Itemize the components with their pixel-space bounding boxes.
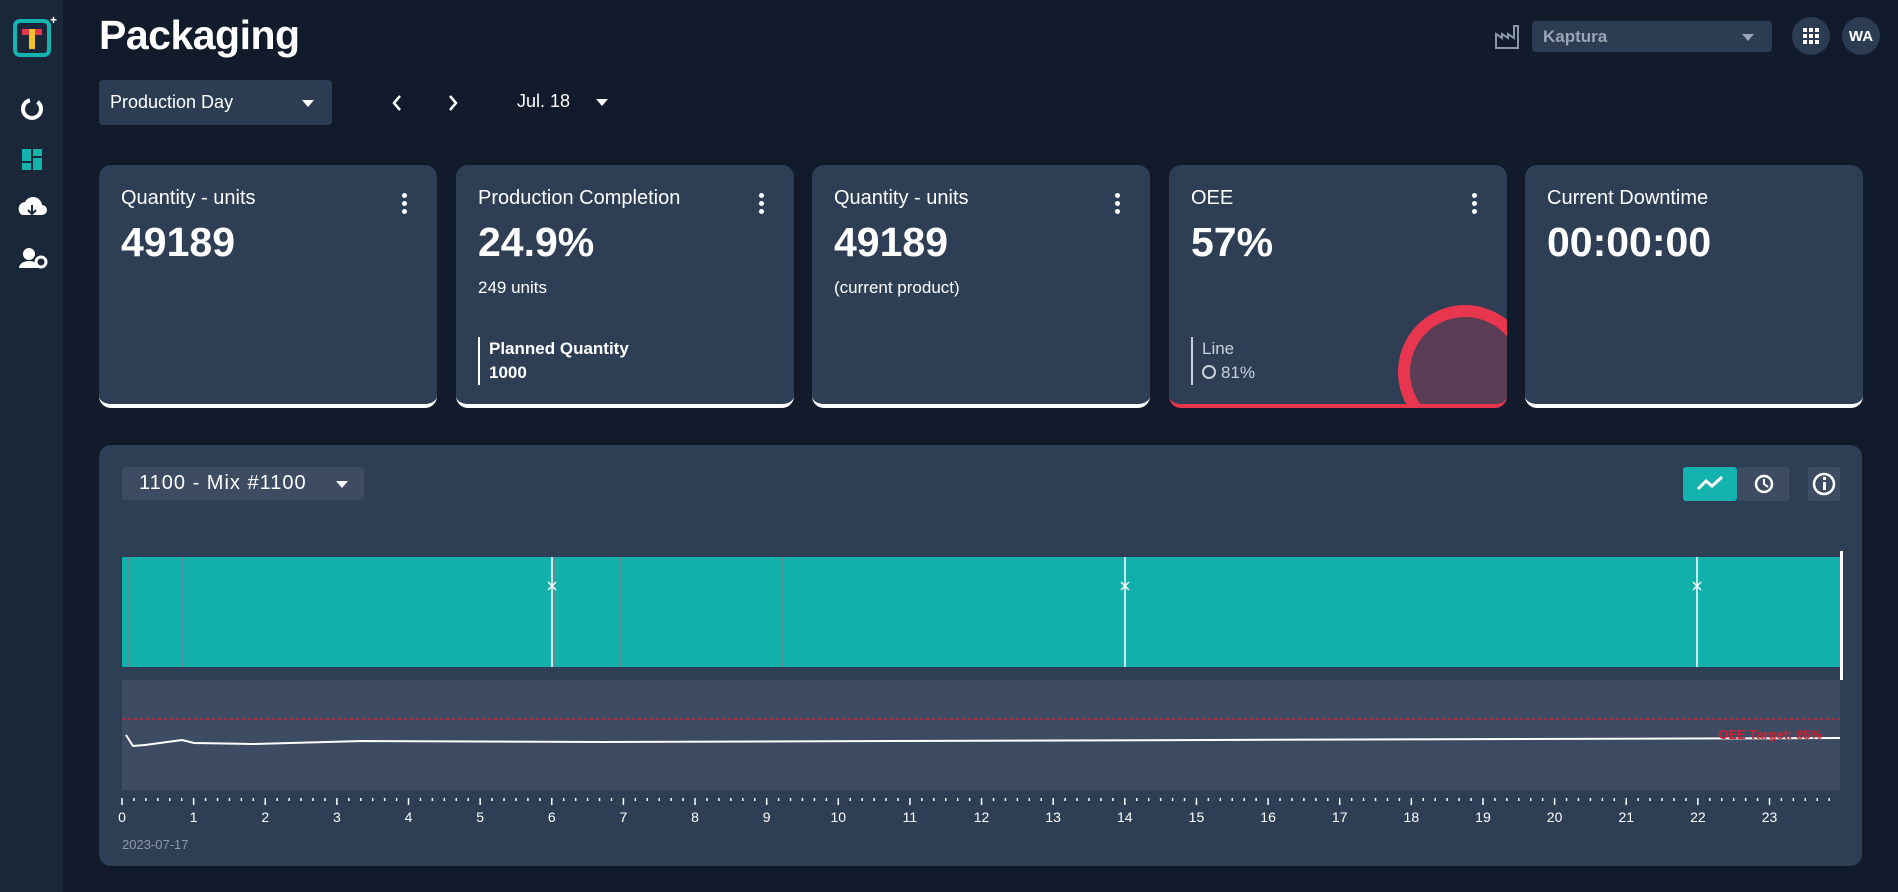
sidebar: + [0, 0, 63, 892]
card-value: 00:00:00 [1547, 219, 1712, 265]
card-title: Quantity - units [834, 187, 969, 209]
sub-value: 81% [1221, 363, 1256, 382]
oee-target-label: OEE Target: 85% [1718, 727, 1822, 742]
card-value: 57% [1191, 219, 1274, 265]
product-selector[interactable]: 1100 - Mix #1100 [122, 467, 364, 500]
date-nav [392, 95, 458, 111]
sub-label: Line [1202, 339, 1235, 358]
apps-icon [1803, 28, 1819, 44]
user-avatar[interactable]: WA [1842, 17, 1880, 55]
hour-label: 4 [405, 809, 413, 825]
next-button[interactable] [449, 95, 458, 111]
run-band [122, 557, 1840, 667]
card-menu[interactable] [402, 193, 407, 217]
site-selector[interactable]: Kaptura [1532, 21, 1772, 52]
hour-label: 10 [831, 809, 847, 825]
card-title: OEE [1191, 187, 1234, 209]
hour-label: 2 [261, 809, 269, 825]
hour-label: 0 [118, 809, 126, 825]
card-title: Current Downtime [1547, 187, 1709, 209]
kpi-card: Quantity - units 49189 (current product) [812, 165, 1150, 408]
hour-label: 14 [1117, 809, 1133, 825]
card-value: 49189 [834, 219, 949, 265]
timeline-date: 2023-07-17 [122, 837, 189, 852]
card-detail: 249 units [478, 278, 547, 297]
hour-label: 6 [548, 809, 556, 825]
kpi-card: Quantity - units 49189 [99, 165, 437, 408]
factory-icon [1495, 25, 1519, 49]
card-menu[interactable] [1472, 193, 1477, 217]
card-sub: Line 81% [1191, 337, 1255, 385]
hour-label: 21 [1618, 809, 1634, 825]
hour-label: 23 [1762, 809, 1778, 825]
kpi-card: Current Downtime 00:00:00 [1525, 165, 1863, 408]
card-title: Production Completion [478, 187, 681, 209]
svg-text:+: + [50, 13, 57, 27]
product-label: 1100 - Mix #1100 [139, 472, 307, 494]
oee-gauge [1398, 305, 1507, 404]
card-menu[interactable] [1115, 193, 1120, 217]
date-label: Jul. 18 [517, 91, 571, 111]
hour-label: 18 [1404, 809, 1420, 825]
card-value: 24.9% [478, 219, 595, 265]
sub-label: Planned Quantity [489, 339, 629, 358]
card-menu[interactable] [759, 193, 764, 217]
hour-label: 19 [1475, 809, 1491, 825]
site-name: Kaptura [1543, 26, 1608, 46]
kpi-card: Production Completion 24.9% 249 units Pl… [456, 165, 794, 408]
card-value: 49189 [121, 219, 236, 265]
hour-label: 16 [1260, 809, 1276, 825]
hour-label: 17 [1332, 809, 1348, 825]
card-title: Quantity - units [121, 187, 256, 209]
kpi-card: OEE 57% Line 81% [1169, 165, 1507, 408]
card-detail: (current product) [834, 278, 960, 297]
hour-label: 9 [763, 809, 771, 825]
sub-value: 1000 [489, 363, 527, 382]
hour-label: 20 [1547, 809, 1563, 825]
hour-label: 12 [974, 809, 990, 825]
oee-area [122, 680, 1840, 790]
prev-button[interactable] [392, 95, 401, 111]
apps-button[interactable] [1792, 17, 1830, 55]
hour-label: 1 [190, 809, 198, 825]
hour-label: 5 [476, 809, 484, 825]
hour-label: 8 [691, 809, 699, 825]
hour-label: 13 [1045, 809, 1061, 825]
hour-label: 22 [1690, 809, 1706, 825]
date-selector[interactable]: Jul. 18 [517, 91, 570, 112]
oee-trend [125, 734, 1841, 748]
period-selector[interactable]: Production Day [99, 80, 332, 125]
period-label: Production Day [110, 92, 234, 112]
hour-label: 15 [1189, 809, 1205, 825]
hour-label: 3 [333, 809, 341, 825]
card-sub: Planned Quantity 1000 [478, 337, 629, 385]
sidebar-icons: + [13, 13, 57, 269]
hour-label: 7 [620, 809, 628, 825]
hour-label: 11 [903, 809, 918, 825]
page-title: Packaging [99, 12, 300, 58]
sub-row: 81% [1202, 361, 1255, 385]
